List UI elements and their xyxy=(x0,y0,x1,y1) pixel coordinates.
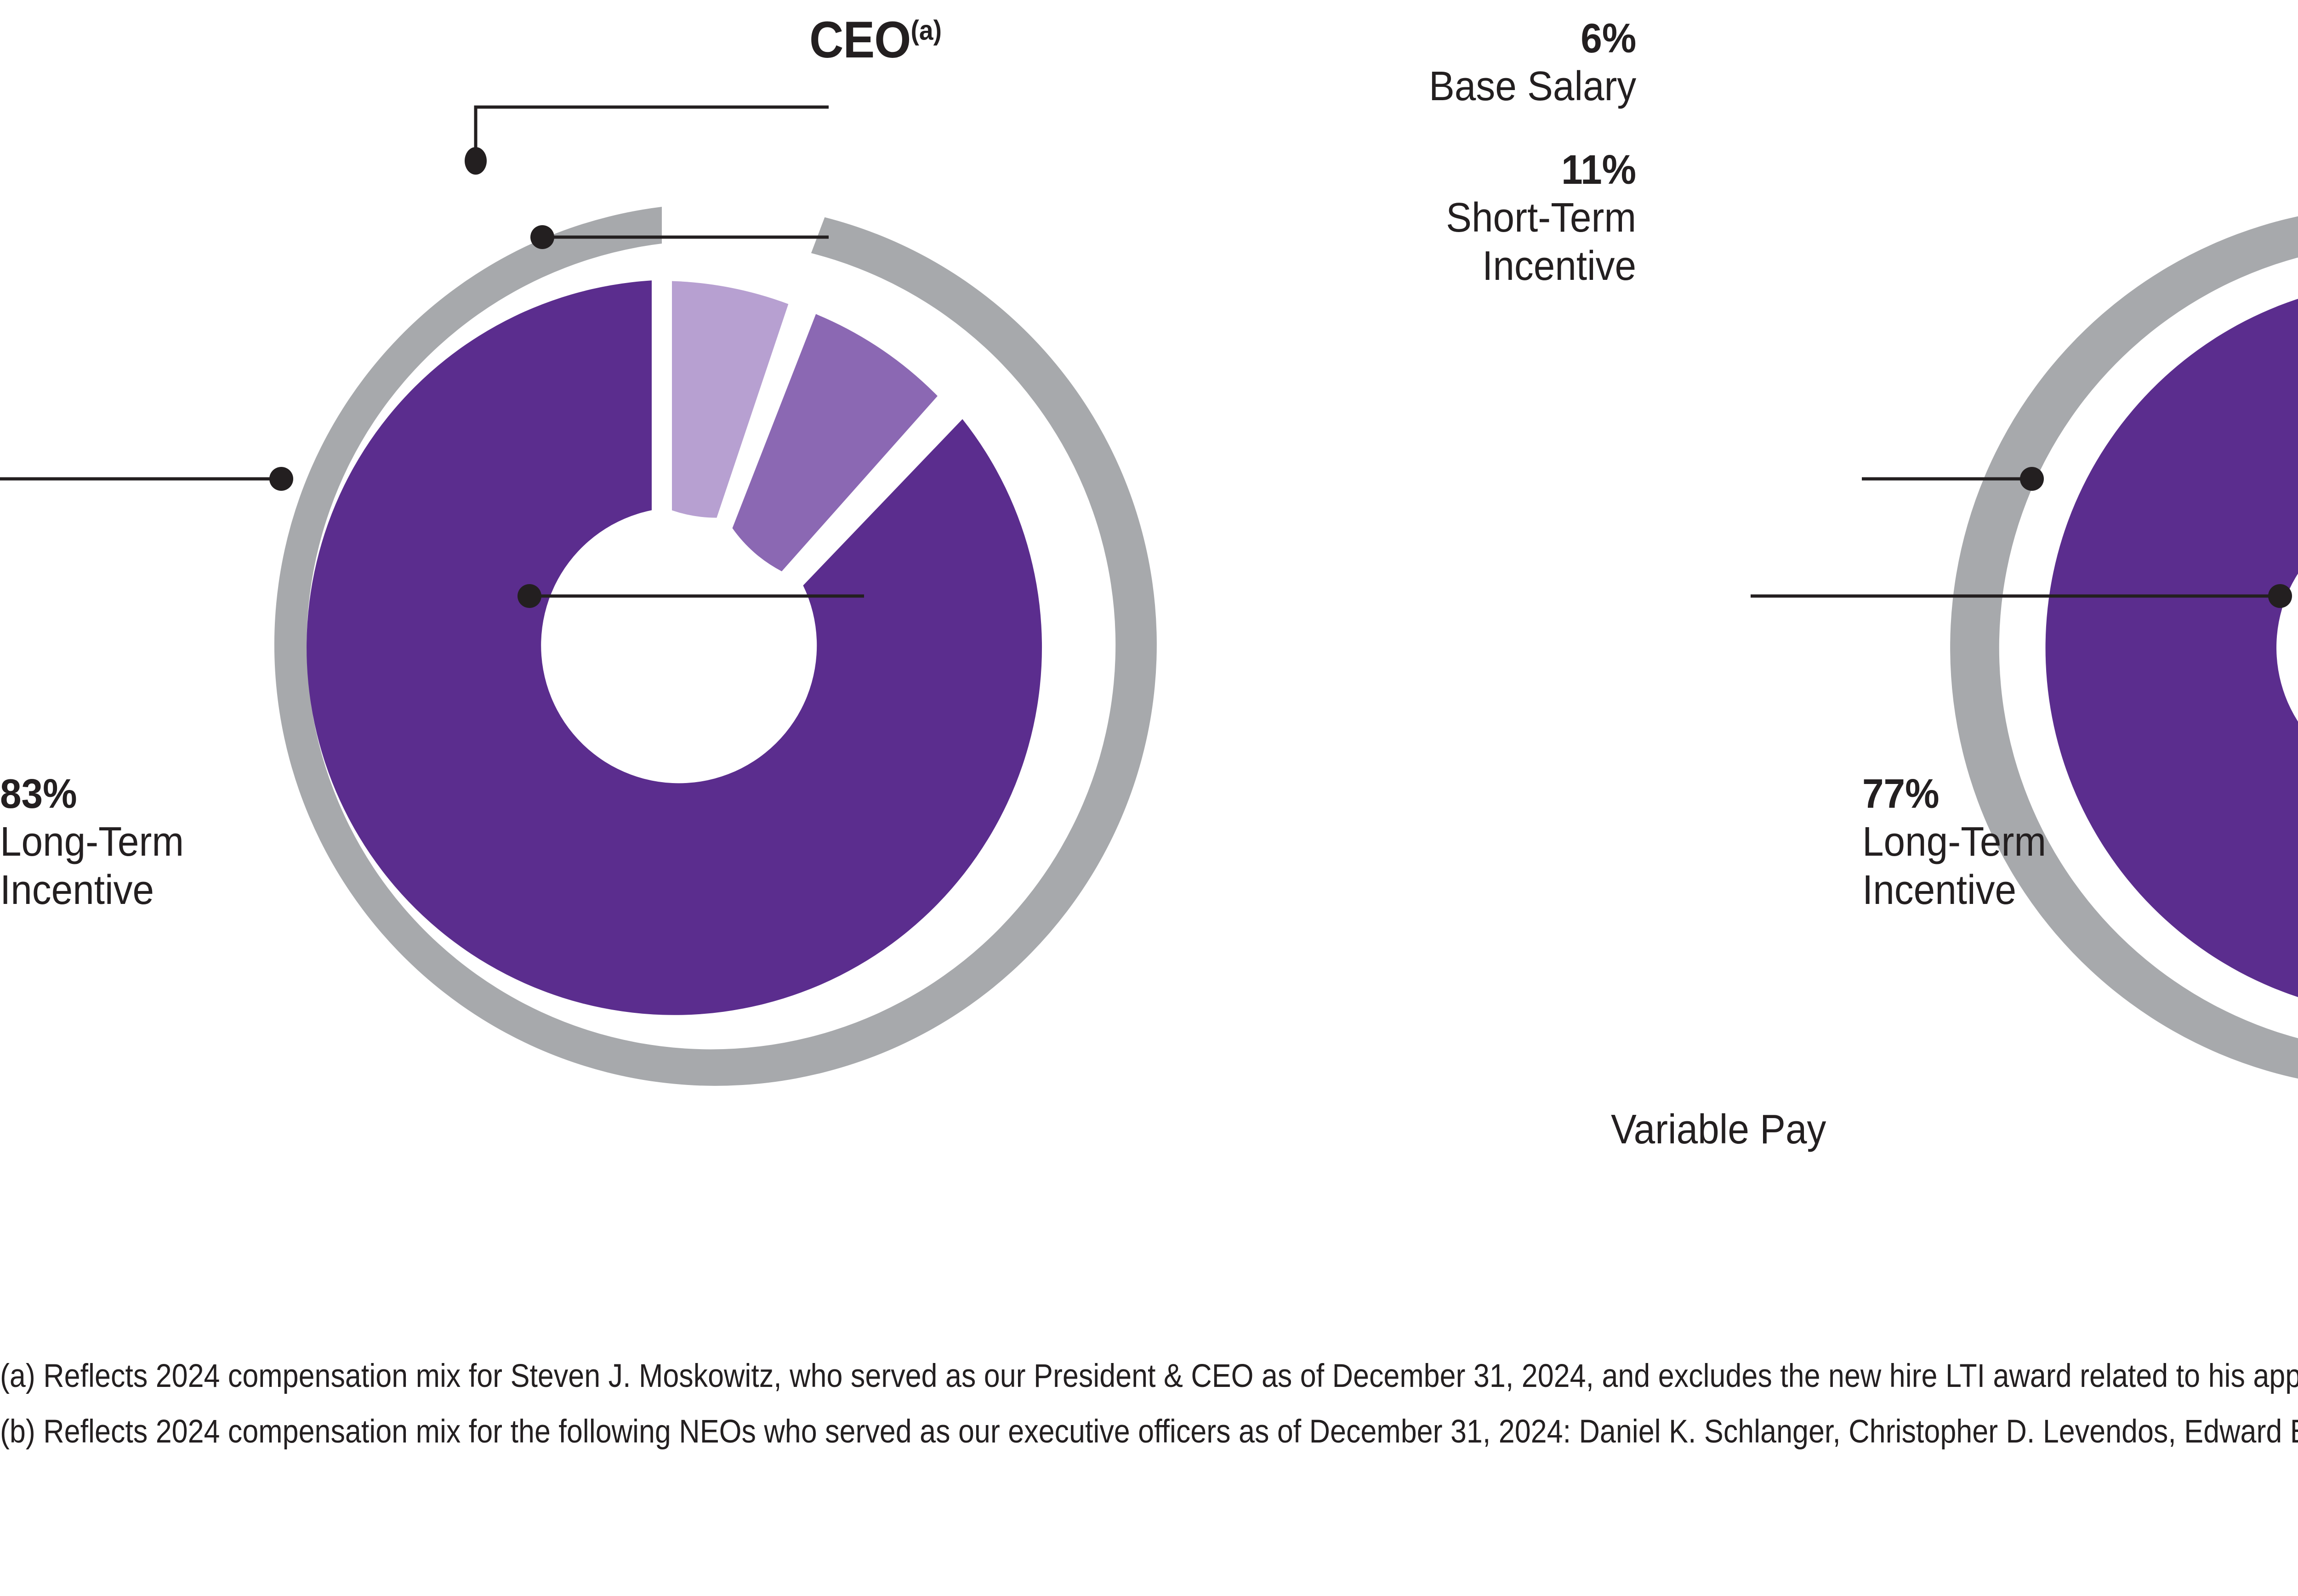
slice-base-salary-ceo xyxy=(672,281,789,518)
ring-segment-variable-pay-neo xyxy=(1950,216,2298,1079)
callout-long-term-incentive-neo-name2: Incentive xyxy=(1862,867,2017,913)
chart-title-ceo-text: CEO xyxy=(809,11,911,68)
callout-base-salary-ceo: 6% Base Salary xyxy=(1429,15,1636,111)
leader-line-long-term-incentive-neo xyxy=(1862,467,2044,491)
footnote-a: (a) Reflects 2024 compensation mix for S… xyxy=(0,1358,2298,1394)
leader-line-short-term-incentive-ceo xyxy=(530,225,829,249)
callout-long-term-incentive-ceo-name1: Long-Term xyxy=(0,819,184,865)
callout-long-term-incentive-neo-name1: Long-Term xyxy=(1862,819,2047,865)
callout-variable-pay: Variable Pay xyxy=(1611,1106,1826,1153)
donut-chart-other-neos xyxy=(1751,216,2298,1079)
leader-line-base-salary-ceo xyxy=(465,105,829,175)
callout-short-term-incentive-ceo-name1: Short-Term xyxy=(1446,195,1636,241)
callout-long-term-incentive-neo-pct: 77% xyxy=(1862,771,1940,817)
callout-long-term-incentive-neo: 77% Long-Term Incentive xyxy=(1862,770,2046,914)
donut-chart-ceo xyxy=(0,105,1157,1086)
callout-long-term-incentive-ceo-pct: 83% xyxy=(0,771,77,817)
callout-short-term-incentive-ceo: 11% Short-Term Incentive xyxy=(1446,146,1636,290)
callout-variable-pay-label: Variable Pay xyxy=(1611,1107,1826,1153)
footnote-b: (b) Reflects 2024 compensation mix for t… xyxy=(0,1413,2298,1450)
callout-base-salary-ceo-name: Base Salary xyxy=(1428,63,1636,110)
callout-long-term-incentive-ceo: 83% Long-Term Incentive xyxy=(0,770,184,914)
chart-title-ceo-footnote-marker: (a) xyxy=(910,15,942,46)
slice-long-term-incentive-ceo xyxy=(307,280,1042,1015)
leader-line-long-term-incentive-ceo xyxy=(0,467,293,491)
slice-long-term-incentive-neo xyxy=(2045,299,2298,997)
footnotes: (a) Reflects 2024 compensation mix for S… xyxy=(0,1358,2298,1469)
callout-short-term-incentive-ceo-name2: Incentive xyxy=(1482,243,1636,289)
callout-long-term-incentive-ceo-name2: Incentive xyxy=(0,867,154,913)
callout-base-salary-ceo-pct: 6% xyxy=(1581,16,1636,62)
chart-title-ceo: CEO(a) xyxy=(70,10,1681,69)
leader-line-variable-pay-neo xyxy=(1751,584,2292,608)
callout-short-term-incentive-ceo-pct: 11% xyxy=(1561,147,1636,193)
leader-line-variable-pay-ceo xyxy=(518,584,864,608)
slice-short-term-incentive-ceo xyxy=(732,314,938,572)
